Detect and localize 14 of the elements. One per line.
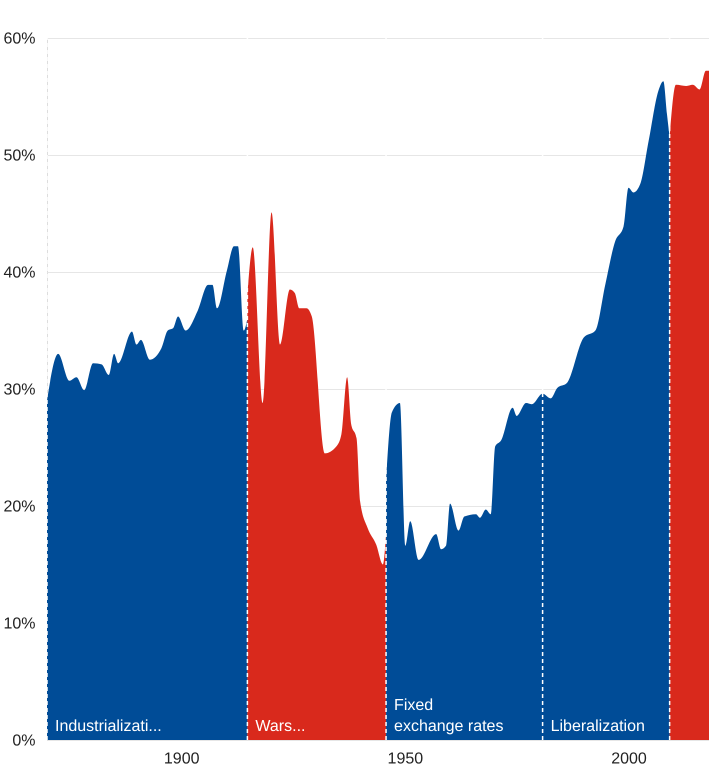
y-tick-label: 10% [3, 616, 36, 632]
x-tick-label: 1900 [164, 750, 200, 768]
ref-line-label: Fixed exchange rates [394, 697, 504, 735]
ref-line-label: Liberalization [550, 718, 645, 735]
y-tick-label: 30% [3, 382, 36, 398]
x-tick-label: 1950 [388, 750, 424, 768]
y-tick-label: 50% [3, 148, 36, 164]
y-tick-label: 40% [3, 264, 36, 282]
ref-line-label: Wars... [255, 718, 306, 735]
y-tick-label: 0% [12, 732, 36, 750]
x-tick-label: 2000 [611, 750, 647, 768]
y-tick-label: 60% [3, 30, 36, 48]
y-tick-label: 20% [3, 498, 36, 516]
ref-line-label: Industrializati... [55, 718, 162, 735]
